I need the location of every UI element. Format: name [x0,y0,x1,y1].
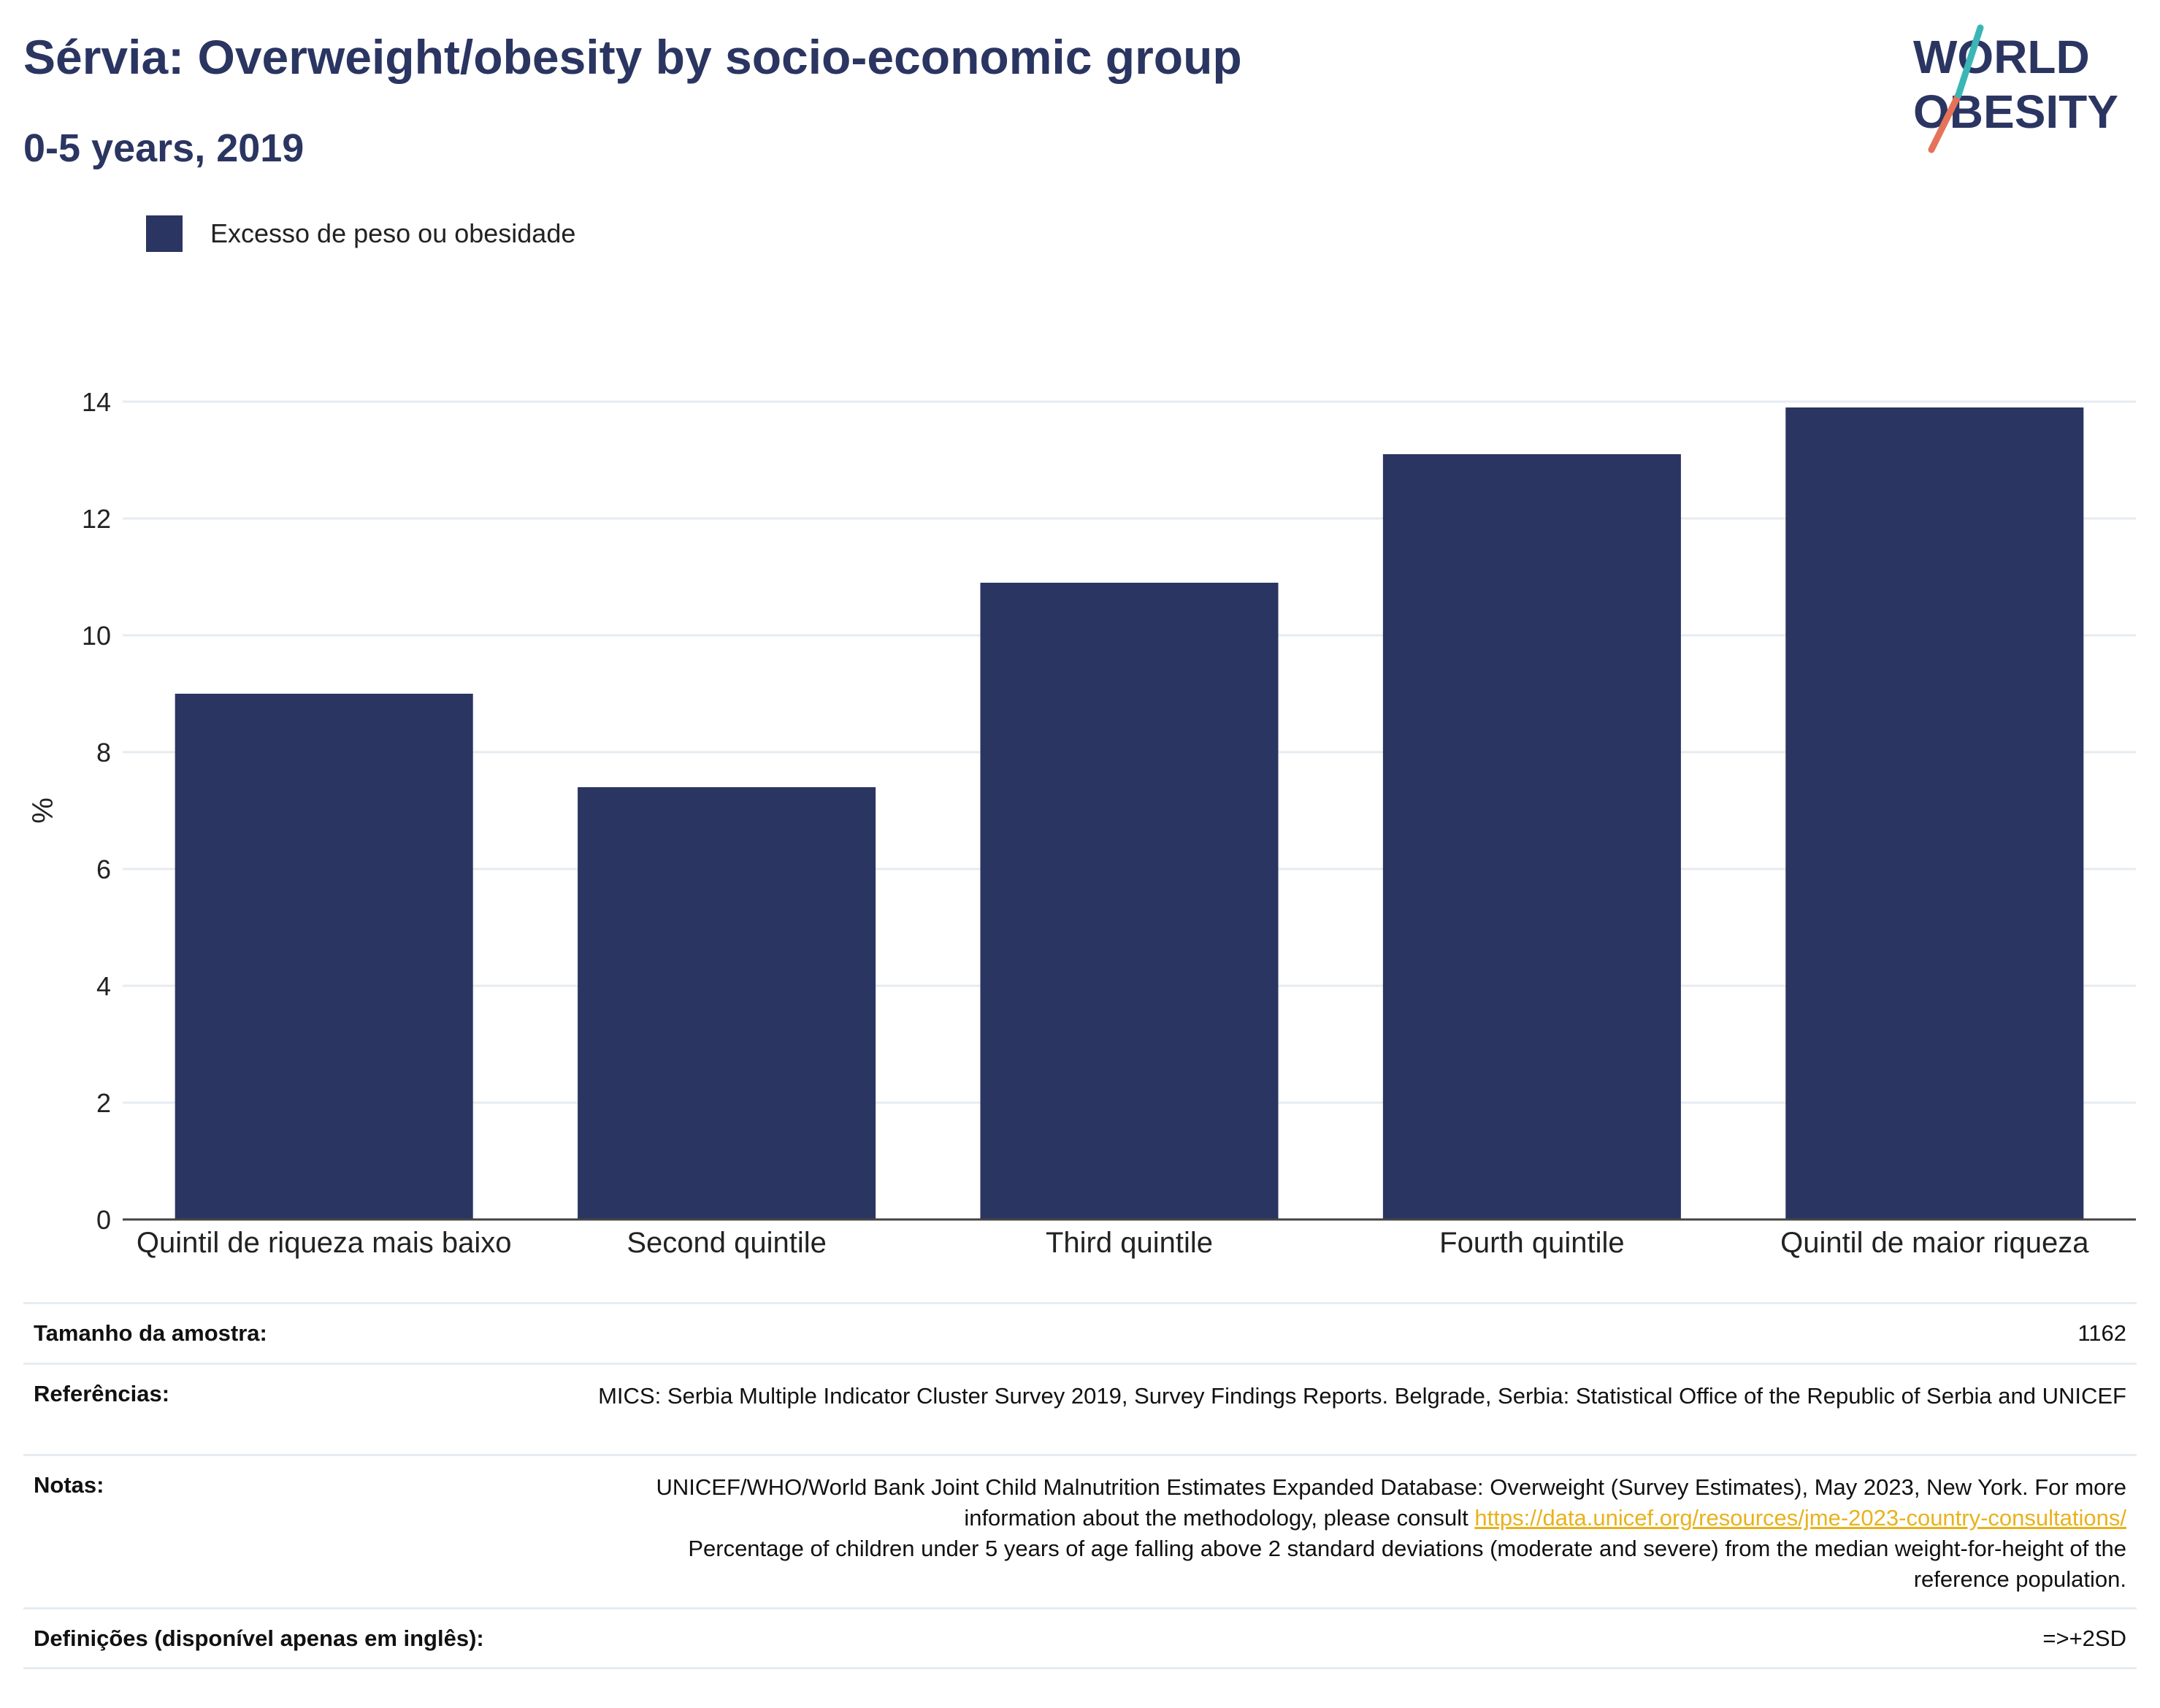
notes-row: Notas: UNICEF/WHO/World Bank Joint Child… [23,1454,2137,1607]
notes-link[interactable]: https://data.unicef.org/resources/jme-20… [1474,1505,2126,1531]
y-tick-label: 8 [96,738,111,767]
definitions-value: =>+2SD [2042,1625,2126,1651]
y-tick-label: 6 [96,854,111,884]
logo-line1: WORLD [1913,31,2090,83]
legend-label: Excesso de peso ou obesidade [210,218,576,248]
notes-text-2: Percentage of children under 5 years of … [688,1536,2126,1592]
x-tick-label: Fourth quintile [1439,1227,1624,1259]
bar [1382,454,1681,1219]
x-tick-label: Second quintile [627,1227,827,1259]
y-tick-label: 14 [82,387,111,417]
info-table: Tamanho da amostra: 1162 Referências: MI… [23,1302,2137,1669]
references-label: Referências: [34,1381,170,1406]
notes-text-1: UNICEF/WHO/World Bank Joint Child Malnut… [656,1474,2126,1531]
y-tick-label: 12 [82,504,111,534]
x-tick-label: Quintil de maior riqueza [1780,1227,2089,1259]
references-row: Referências: MICS: Serbia Multiple Indic… [23,1363,2137,1454]
sample-row: Tamanho da amostra: 1162 [23,1302,2137,1363]
bar [175,694,473,1219]
definitions-label: Definições (disponível apenas em inglês)… [34,1625,484,1651]
chart-title: Sérvia: Overweight/obesity by socio-econ… [23,30,1242,84]
world-obesity-logo: WORLD OBESITY [1913,24,2118,153]
y-axis-label: % [27,797,59,824]
legend-swatch [146,215,183,252]
sample-label: Tamanho da amostra: [34,1320,267,1346]
notes-value: UNICEF/WHO/World Bank Joint Child Malnut… [593,1472,2126,1592]
y-tick-label: 2 [96,1088,111,1118]
bar-chart: 0 2 4 6 8 10 12 14% Quintil de riqueza mais baix… [27,387,2136,1259]
x-tick-label: Quintil de riqueza mais baixo [137,1227,512,1259]
notes-label: Notas: [34,1472,104,1498]
bar [578,787,876,1219]
legend: Excesso de peso ou obesidade [146,215,575,252]
y-tick-label: 0 [96,1205,111,1235]
bar [980,583,1279,1219]
chart-subtitle: 0-5 years, 2019 [23,126,305,170]
bar [1785,407,2084,1219]
references-value: MICS: Serbia Multiple Indicator Cluster … [598,1383,2126,1409]
x-tick-label: Third quintile [1046,1227,1213,1259]
sample-value: 1162 [2077,1320,2126,1346]
definitions-row: Definições (disponível apenas em inglês)… [23,1607,2137,1669]
y-tick-label: 4 [96,971,111,1001]
y-tick-label: 10 [82,621,111,651]
